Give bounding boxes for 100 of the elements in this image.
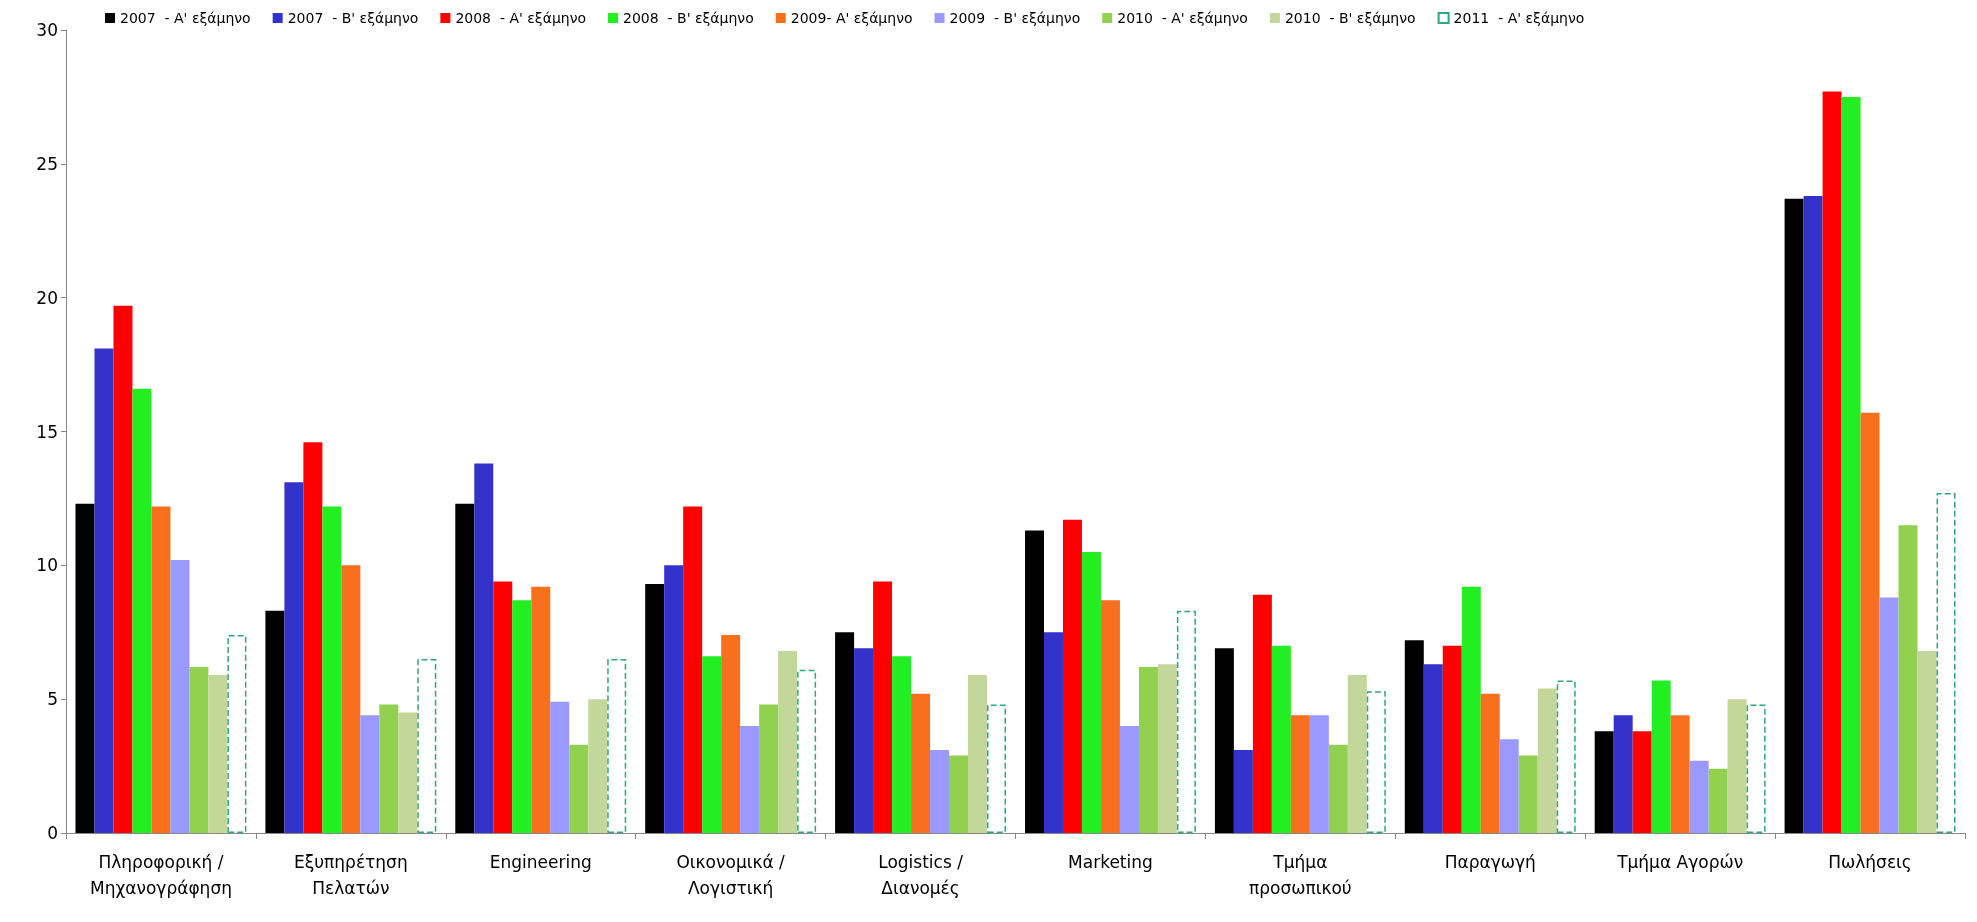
bar bbox=[1309, 715, 1329, 833]
y-tick-label: 5 bbox=[47, 689, 58, 710]
x-tick-label: Πληροφορική / Μηχανογράφηση bbox=[89, 852, 232, 898]
bar bbox=[1157, 664, 1177, 833]
bar bbox=[512, 600, 532, 833]
bar bbox=[1233, 750, 1253, 833]
bar bbox=[474, 463, 494, 833]
legend-label: 2009- Α' εξάμηνο bbox=[790, 10, 913, 26]
bar bbox=[1062, 519, 1082, 833]
bar bbox=[1499, 739, 1519, 833]
bar bbox=[721, 634, 741, 833]
x-tick-label: Παραγωγή bbox=[1444, 852, 1536, 872]
bar bbox=[322, 506, 342, 833]
bar bbox=[1423, 664, 1443, 833]
bar bbox=[75, 503, 95, 833]
bar bbox=[284, 482, 304, 833]
bar bbox=[94, 348, 114, 833]
bar bbox=[455, 503, 475, 833]
bar bbox=[1214, 648, 1234, 833]
bar bbox=[1670, 715, 1690, 833]
x-tick-label: Engineering bbox=[489, 852, 592, 872]
bar bbox=[1404, 640, 1424, 833]
bar bbox=[1461, 586, 1481, 833]
legend-label: 2008 - Β' εξάμηνο bbox=[623, 10, 754, 26]
bar bbox=[1689, 760, 1709, 833]
y-tick-label: 10 bbox=[36, 555, 58, 576]
bar bbox=[1328, 744, 1348, 833]
bar bbox=[113, 305, 133, 833]
bar bbox=[1841, 96, 1861, 833]
bar bbox=[151, 506, 171, 833]
legend-label: 2009 - Β' εξάμηνο bbox=[949, 10, 1081, 26]
bar bbox=[208, 675, 228, 833]
bar bbox=[1480, 693, 1500, 833]
x-tick-label: Πωλήσεις bbox=[1828, 852, 1912, 872]
bar bbox=[664, 565, 684, 833]
bar bbox=[797, 669, 817, 833]
bar bbox=[132, 388, 152, 833]
legend-label: 2011 - Α' εξάμηνο bbox=[1453, 10, 1585, 26]
bar bbox=[1518, 755, 1538, 833]
legend-label: 2007 - Α' εξάμηνο bbox=[120, 10, 251, 26]
bar bbox=[1442, 645, 1462, 833]
bar bbox=[1252, 594, 1272, 833]
y-tick-label: 30 bbox=[36, 20, 58, 40]
y-tick-label: 15 bbox=[36, 421, 58, 442]
bar bbox=[588, 699, 608, 833]
bar bbox=[1613, 715, 1633, 833]
legend-label: 2010 - Β' εξάμηνο bbox=[1284, 10, 1416, 26]
y-tick-label: 20 bbox=[36, 287, 58, 308]
bar bbox=[1594, 731, 1614, 833]
bar bbox=[683, 506, 703, 833]
bar bbox=[531, 586, 551, 833]
bar bbox=[1936, 493, 1956, 833]
bar bbox=[1784, 198, 1804, 833]
bar bbox=[987, 704, 1007, 833]
bar bbox=[645, 584, 665, 833]
bar bbox=[1860, 412, 1880, 833]
bar bbox=[1347, 675, 1367, 833]
bar bbox=[1917, 650, 1937, 833]
bar bbox=[930, 750, 950, 833]
bar bbox=[1746, 704, 1766, 833]
x-tick-label: Τμήμα προσωπικού bbox=[1249, 852, 1352, 898]
legend-label: 2008 - Α' εξάμηνο bbox=[455, 10, 587, 26]
bar bbox=[1632, 731, 1652, 833]
bar bbox=[911, 693, 931, 833]
bar bbox=[493, 581, 513, 833]
x-tick-label: Logistics / Διανομές bbox=[878, 852, 964, 898]
bar bbox=[1366, 691, 1386, 833]
bar bbox=[1822, 91, 1842, 833]
bar bbox=[569, 744, 589, 833]
bar bbox=[949, 755, 969, 833]
bar bbox=[854, 648, 874, 833]
bar bbox=[968, 675, 988, 833]
bar bbox=[341, 565, 361, 833]
bar bbox=[398, 712, 418, 833]
bar bbox=[740, 725, 760, 833]
bar bbox=[1556, 680, 1576, 833]
bar bbox=[1879, 597, 1899, 833]
bar bbox=[892, 656, 912, 833]
bar bbox=[1651, 680, 1671, 833]
x-tick-label: Εξυπηρέτηση Πελατών bbox=[294, 852, 408, 898]
bar bbox=[417, 659, 437, 833]
bar bbox=[379, 704, 399, 833]
x-tick-label: Οικονομικά / Λογιστική bbox=[676, 852, 786, 898]
bar bbox=[303, 442, 323, 833]
bar bbox=[759, 704, 779, 833]
legend-label: 2010 - Α' εξάμηνο bbox=[1117, 10, 1248, 26]
bar bbox=[170, 559, 190, 833]
x-tick-label: Τμήμα Αγορών bbox=[1616, 852, 1744, 872]
bar bbox=[1290, 715, 1310, 833]
x-tick-label: Marketing bbox=[1068, 852, 1153, 872]
y-tick-label: 0 bbox=[47, 823, 58, 843]
bar bbox=[1176, 610, 1196, 833]
bar bbox=[227, 634, 247, 833]
bar bbox=[873, 581, 893, 833]
bar bbox=[835, 632, 855, 833]
bar bbox=[607, 659, 627, 833]
legend-label: 2007 - Β' εξάμηνο bbox=[287, 10, 419, 26]
y-tick-label: 25 bbox=[36, 153, 58, 174]
bar bbox=[1708, 768, 1728, 833]
bar bbox=[550, 701, 570, 833]
